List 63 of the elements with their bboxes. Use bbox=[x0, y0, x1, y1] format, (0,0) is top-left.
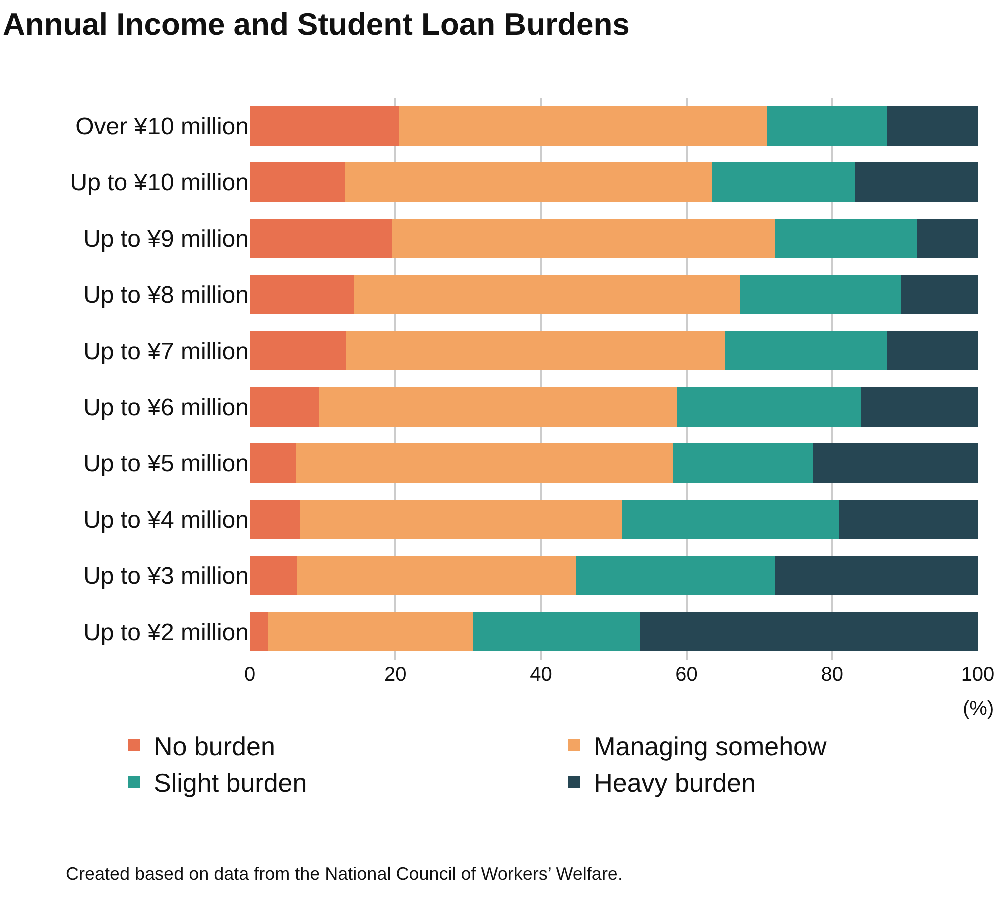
text: Created based on data from the National Council of Workers’ Welfare. bbox=[66, 864, 623, 884]
bar bbox=[250, 106, 400, 146]
y-tick-label: Up to ¥9 million bbox=[84, 226, 249, 253]
bar bbox=[346, 331, 726, 371]
legend-label: Slight burden bbox=[154, 768, 308, 798]
bar bbox=[250, 387, 320, 427]
y-tick-label: Up to ¥5 million bbox=[84, 450, 249, 478]
bar bbox=[474, 612, 640, 652]
legend-label: No burden bbox=[154, 731, 276, 762]
bar bbox=[354, 275, 740, 314]
bar bbox=[674, 444, 814, 483]
bar bbox=[250, 612, 268, 652]
x-tick-label: 60 bbox=[676, 664, 698, 686]
bar bbox=[640, 612, 978, 652]
bar bbox=[250, 500, 300, 540]
bar bbox=[319, 387, 678, 427]
bar bbox=[576, 556, 776, 596]
bar bbox=[774, 218, 917, 258]
bar bbox=[300, 500, 623, 540]
chart-title: Annual Income and Student Loan Burdens bbox=[3, 7, 630, 42]
bar bbox=[268, 612, 474, 652]
y-tick-label: Over ¥10 million bbox=[76, 114, 249, 140]
bar bbox=[862, 387, 978, 427]
bar bbox=[740, 275, 902, 314]
y-tick-label: Up to ¥6 million bbox=[84, 394, 249, 422]
bar bbox=[776, 556, 978, 596]
legend-label: Managing somehow bbox=[594, 731, 828, 762]
bar bbox=[916, 218, 978, 258]
bar bbox=[250, 275, 354, 314]
bar bbox=[250, 218, 392, 258]
y-tick-label: Up to ¥2 million bbox=[84, 619, 249, 646]
y-tick-label: Up to ¥4 million bbox=[84, 506, 249, 534]
bar bbox=[854, 162, 978, 202]
x-tick-label: 40 bbox=[530, 664, 552, 686]
bar bbox=[838, 500, 978, 540]
bar bbox=[296, 444, 674, 483]
bar bbox=[902, 275, 978, 314]
bar bbox=[250, 331, 346, 371]
bar bbox=[725, 331, 887, 371]
bar bbox=[712, 162, 855, 202]
bar bbox=[345, 162, 712, 202]
x-tick-label: 20 bbox=[384, 664, 407, 686]
y-tick-label: Up to ¥7 million bbox=[84, 338, 249, 366]
legend-label: Heavy burden bbox=[594, 768, 756, 798]
bar bbox=[250, 444, 296, 483]
bar bbox=[250, 162, 346, 202]
x-axis-title: (%) bbox=[963, 698, 994, 720]
x-tick-label: 0 bbox=[244, 664, 256, 686]
bar bbox=[399, 106, 767, 146]
y-tick-label: Up to ¥8 million bbox=[84, 282, 249, 310]
bar bbox=[813, 444, 978, 483]
x-tick-label: 80 bbox=[821, 664, 844, 686]
y-tick-label: Up to ¥10 million bbox=[70, 170, 249, 197]
y-tick-label: Up to ¥3 million bbox=[84, 563, 249, 590]
bar bbox=[677, 387, 862, 427]
bar bbox=[622, 500, 839, 540]
bar bbox=[297, 556, 576, 596]
bar bbox=[888, 106, 978, 146]
x-tick-label: 100 bbox=[961, 664, 995, 686]
bar bbox=[392, 218, 775, 258]
bar bbox=[250, 556, 298, 596]
bar bbox=[887, 331, 978, 371]
bar bbox=[766, 106, 888, 146]
